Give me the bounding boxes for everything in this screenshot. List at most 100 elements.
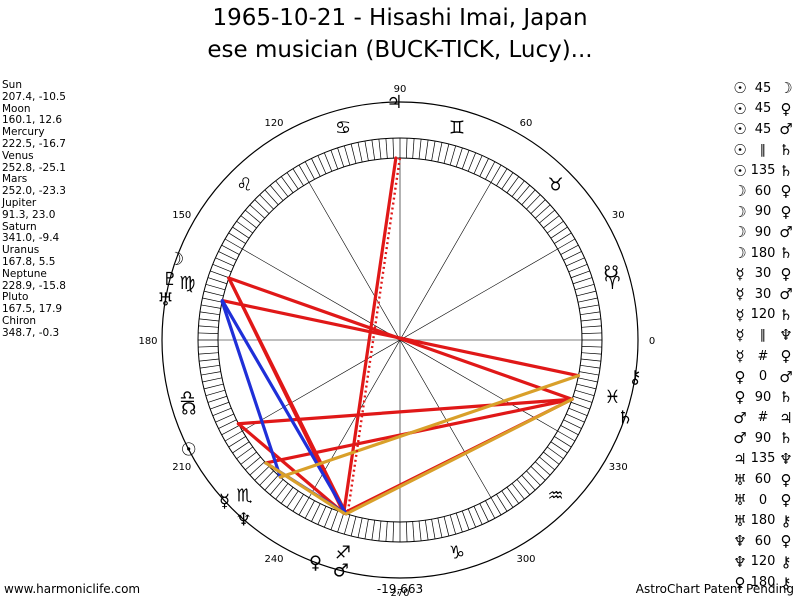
aspect-planet1-glyph: ♅ xyxy=(733,470,747,489)
patent-notice: AstroChart Patent Pending xyxy=(635,582,794,596)
degree-tick xyxy=(581,352,602,355)
aspect-row: ☿ 120 ♄ xyxy=(730,305,800,326)
degree-tick xyxy=(232,441,250,454)
aspect-planet2-glyph: ♂ xyxy=(779,120,793,139)
degree-tick xyxy=(554,232,572,244)
degree-tick xyxy=(259,470,274,486)
aspect-planet1-glyph: ☽ xyxy=(733,244,747,263)
aspect-angle: 45 xyxy=(754,80,772,96)
zodiac-sign-glyph: ♓ xyxy=(604,387,620,408)
degree-tick xyxy=(280,487,294,504)
aspect-row: ♆ 120 ⚷ xyxy=(730,552,800,573)
aspect-row: ☿ 30 ♂ xyxy=(730,284,800,305)
aspect-row: ☉ 135 ♄ xyxy=(730,160,800,181)
planet-name: Saturn xyxy=(2,220,37,233)
degree-label: 300 xyxy=(516,554,535,565)
center-number: -19,663 xyxy=(376,582,424,596)
aspect-row: ☽ 60 ♀ xyxy=(730,181,800,202)
aspect-row: ♅ 0 ♀ xyxy=(730,490,800,511)
aspect-row: ☉ 45 ♀ xyxy=(730,99,800,120)
degree-tick xyxy=(485,161,496,180)
degree-tick xyxy=(543,451,560,465)
aspect-angle: 45 xyxy=(754,101,772,117)
aspect-row: ♅ 60 ♀ xyxy=(730,469,800,490)
degree-tick xyxy=(547,220,564,234)
degree-tick xyxy=(543,215,560,229)
aspect-row: ♃ 135 ♆ xyxy=(730,449,800,470)
degree-tick xyxy=(572,277,593,285)
aspect-angle: # xyxy=(757,410,769,426)
degree-tick xyxy=(292,168,304,186)
aspect-planet1-glyph: ☉ xyxy=(733,161,747,180)
aspect-planet2-glyph: ♂ xyxy=(779,223,793,242)
degree-tick xyxy=(199,364,220,369)
aspect-planet1-glyph: ☽ xyxy=(733,223,747,242)
degree-tick xyxy=(479,503,489,522)
aspect-planet1-glyph: ♃ xyxy=(733,449,747,468)
planet-position-value: 91.3, 23.0 xyxy=(2,208,56,221)
aspect-planet2-glyph: ♄ xyxy=(779,388,793,407)
aspect-row: ☉ ∥ ♄ xyxy=(730,140,800,161)
degree-tick xyxy=(506,176,520,193)
degree-tick xyxy=(232,226,250,239)
degree-tick xyxy=(236,446,253,460)
aspect-planet2-glyph: ♀ xyxy=(780,532,792,551)
degree-tick xyxy=(205,389,226,397)
degree-tick xyxy=(317,506,327,525)
aspect-planet1-glyph: ☿ xyxy=(735,285,745,304)
degree-tick xyxy=(485,500,496,519)
degree-tick xyxy=(568,407,588,416)
website-link[interactable]: www.harmoniclife.com xyxy=(4,582,141,596)
degree-tick xyxy=(473,155,483,174)
planet-glyph: ♃ xyxy=(387,92,403,113)
aspect-planet2-glyph: ⚷ xyxy=(780,511,792,530)
degree-tick xyxy=(330,510,339,530)
aspect-planet1-glyph: ♂ xyxy=(733,429,747,448)
aspect-angle: 60 xyxy=(754,472,772,488)
aspect-row: ♂ 90 ♄ xyxy=(730,428,800,449)
aspect-planet1-glyph: ☿ xyxy=(735,305,745,324)
degree-tick xyxy=(228,436,246,448)
degree-tick xyxy=(424,520,429,541)
degree-tick xyxy=(547,446,564,460)
degree-tick xyxy=(501,172,514,190)
degree-tick xyxy=(563,251,582,261)
degree-tick xyxy=(202,297,223,303)
aspect-planet2-glyph: ♄ xyxy=(779,141,793,160)
degree-tick xyxy=(275,483,289,500)
planet-position-value: 160.1, 12.6 xyxy=(2,114,63,127)
degree-tick xyxy=(218,251,237,261)
degree-tick xyxy=(490,164,502,183)
outer-circle xyxy=(161,101,639,579)
degree-tick xyxy=(364,519,369,539)
degree-tick xyxy=(521,475,536,491)
degree-tick xyxy=(236,220,253,234)
aspect-planet2-glyph: ⚷ xyxy=(780,573,792,592)
zodiac-sign-glyph: ♋ xyxy=(335,117,351,138)
aspect-planet1-glyph: ♆ xyxy=(733,532,747,551)
chart-title-line1: 1965-10-21 - Hisashi Imai, Japan xyxy=(212,5,588,31)
aspect-angle: 45 xyxy=(754,121,772,137)
lunar-node-glyph: ☊ xyxy=(181,400,196,420)
planet-glyph: ♀ xyxy=(309,552,322,573)
degree-tick xyxy=(292,494,304,512)
aspect-planet2-glyph: ♄ xyxy=(779,305,793,324)
aspect-planet2-glyph: ♀ xyxy=(780,182,792,201)
degree-tick xyxy=(221,244,240,255)
planet-position-value: 341.0, -9.4 xyxy=(2,232,60,245)
planet-glyph: ☽ xyxy=(168,249,184,270)
degree-tick xyxy=(574,283,595,291)
zodiac-sign-glyph: ♎ xyxy=(179,387,195,408)
degree-tick xyxy=(286,490,299,508)
planet-position-value: 348.7, -0.3 xyxy=(2,326,60,339)
degree-tick xyxy=(581,332,602,334)
aspect-planet1-glyph: ♀ xyxy=(734,388,746,407)
degree-tick xyxy=(280,176,294,193)
degree-tick xyxy=(406,521,408,542)
degree-tick xyxy=(324,152,333,172)
degree-tick xyxy=(576,383,597,390)
degree-tick xyxy=(449,145,457,166)
degree-tick xyxy=(437,142,443,163)
planet-position-value: 252.8, -25.1 xyxy=(2,161,66,174)
aspect-angle: # xyxy=(757,348,769,364)
